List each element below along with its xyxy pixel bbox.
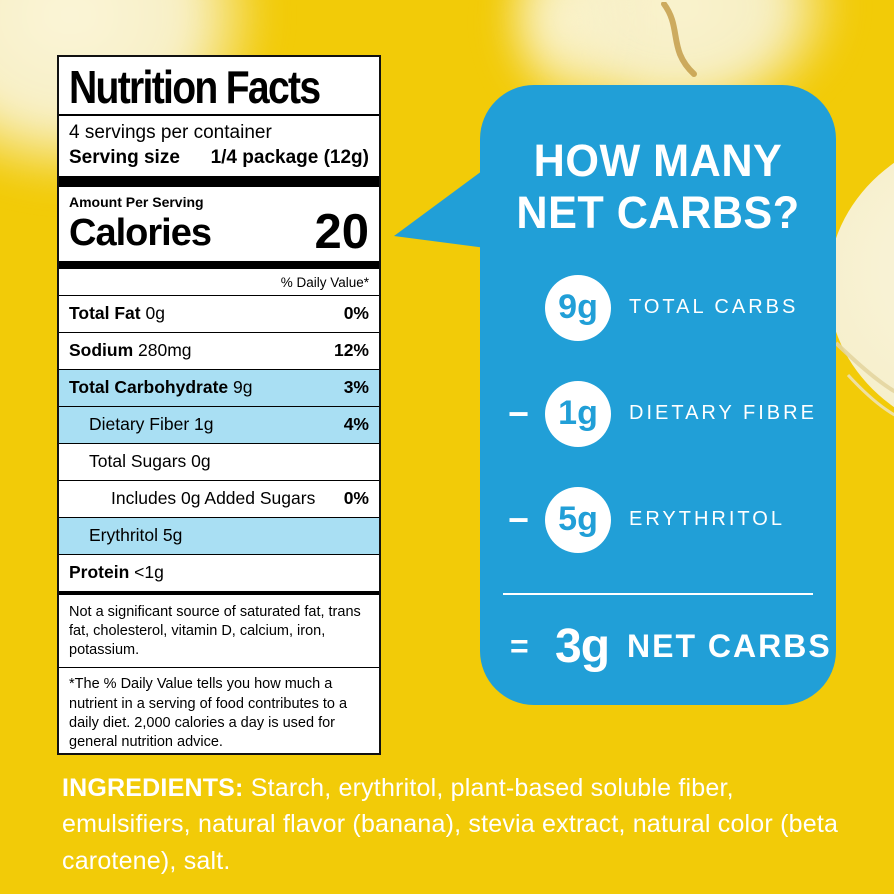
nutrient-name: Total Carbohydrate [69,377,229,398]
nutrient-name: Protein [69,562,130,583]
net-carbs-speech-bubble: HOW MANY NET CARBS? 9g TOTAL CARBS −1g DIET… [480,85,836,705]
nutrition-facts-label: Nutrition Facts 4 servings per container… [57,55,381,755]
nutrient-daily-value: 3% [343,377,369,398]
minus-sign: − [508,498,530,540]
serving-size-row: Serving size 1/4 package (12g) [69,147,369,176]
divider [59,590,379,595]
banana-seed-mark-decoration [661,2,697,77]
nutrient-name: Total Sugars [89,451,187,472]
nutrient-amount: 0g [140,303,165,324]
nutrient-row: Sodium 280mg 12% [59,333,379,370]
net-carbs-calc-row: −1g DIETARY FIBRE [480,380,836,447]
net-carbs-value: 3g [555,619,610,673]
daily-value-footnote: *The % Daily Value tells you how much a … [69,676,348,751]
nutrient-amount: 5g [158,525,183,546]
net-carbs-calc-row: 9g TOTAL CARBS [480,274,836,341]
calories-row: Calories 20 [69,205,369,259]
speech-bubble-tail [394,168,486,248]
nutrient-name: Includes 0g Added Sugars [111,488,316,509]
nutrient-amount: 0g [186,451,211,472]
divider [59,294,379,296]
nutrient-row: Total Carbohydrate 9g 3% [59,369,379,407]
nutrient-amount: 280mg [133,340,192,361]
calc-row-label: DIETARY FIBRE [629,402,817,424]
headline-line-2: NET CARBS? [516,186,800,238]
net-carbs-calc-row: −5g ERYTHRITOL [480,486,836,553]
divider [59,114,379,116]
amount-per-serving-label: Amount Per Serving [69,194,204,210]
nutrient-daily-value: 12% [333,340,369,361]
divider [59,667,379,669]
bubble-headline: HOW MANY NET CARBS? [487,135,829,239]
nutrient-row: Protein <1g [59,555,379,591]
not-significant-note: Not a significant source of saturated fa… [69,603,361,659]
divider [59,260,379,269]
divider [59,176,379,187]
minus-sign: − [508,392,530,434]
sum-divider-line [503,592,813,595]
net-carbs-result-row: = 3g NET CARBS [480,619,836,674]
calc-row-label: TOTAL CARBS [629,296,799,318]
nutrient-row: Total Fat 0g 0% [59,296,379,333]
nutrient-name: Sodium [69,340,134,361]
calc-row-label: ERYTHRITOL [629,508,785,530]
nutrition-facts-title: Nutrition Facts [69,61,321,113]
daily-value-header: % Daily Value* [280,274,369,290]
headline-line-1: HOW MANY [533,135,783,186]
grams-value-circle: 9g [545,274,611,341]
nutrient-name: Erythritol [89,525,159,546]
nutrient-amount: 1g [189,414,214,435]
nutrition-rows: Total Fat 0g 0% Sodium 280mg 12% Total Carbo… [59,296,379,591]
nutrient-row: Total Sugars 0g [59,444,379,481]
nutrient-daily-value: 4% [343,414,369,435]
serving-size-label: Serving size [69,147,180,168]
serving-size-value: 1/4 package (12g) [210,147,369,168]
servings-per-container: 4 servings per container [69,122,272,143]
ingredients-heading: INGREDIENTS: [62,774,244,802]
grams-value-circle: 5g [545,486,611,553]
nutrient-name: Total Fat [69,303,141,324]
nutrient-row: Includes 0g Added Sugars 0% [59,481,379,518]
calories-value: 20 [314,205,369,259]
nutrient-daily-value: 0% [343,303,369,324]
ingredients-list: Starch, erythritol, plant-based soluble … [62,774,839,875]
nutrient-name: Dietary Fiber [89,414,190,435]
nutrient-row: Erythritol 5g [59,517,379,555]
equals-sign: = [510,627,529,664]
nutrient-amount: 9g [228,377,253,398]
net-carbs-label: NET CARBS [627,627,832,664]
nutrient-daily-value: 0% [343,488,369,509]
calories-label: Calories [69,211,212,254]
grams-value-circle: 1g [545,380,611,447]
bubble-rows: 9g TOTAL CARBS −1g DIETARY FIBRE −5g ERYTHRIT… [480,274,836,553]
nutrient-amount: <1g [129,562,164,583]
ingredients-text: INGREDIENTS: Starch, erythritol, plant-b… [62,770,857,879]
nutrient-row: Dietary Fiber 1g 4% [59,406,379,444]
